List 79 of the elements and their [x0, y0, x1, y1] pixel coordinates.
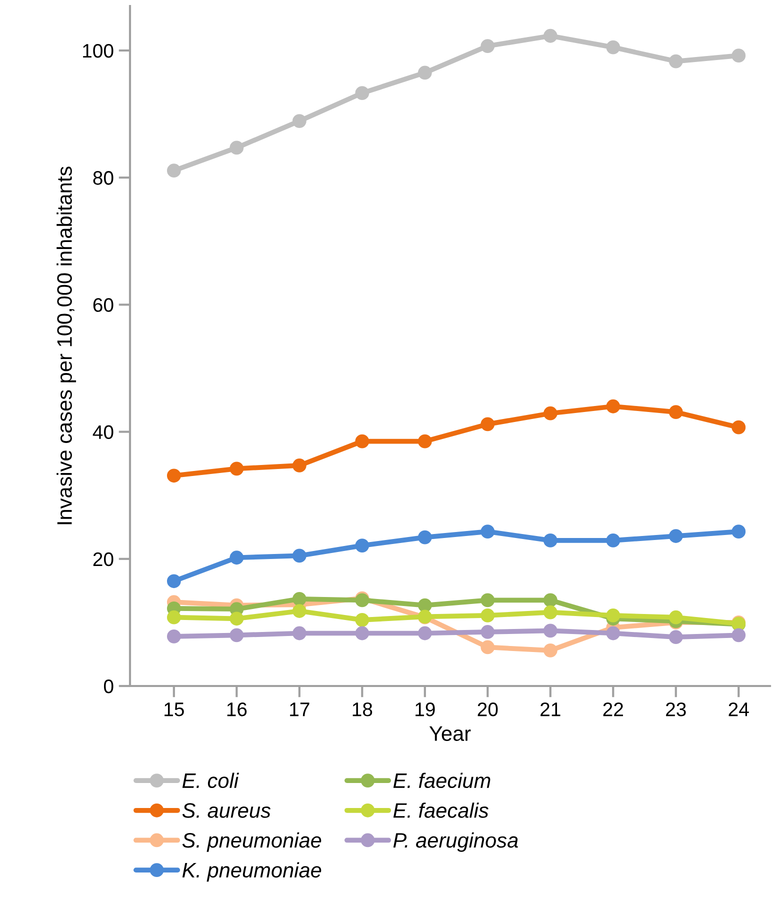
y-tick-label: 40	[92, 425, 114, 440]
point	[480, 524, 495, 539]
y-tick-label: 0	[104, 679, 114, 694]
legend-label: E. faecium	[393, 772, 490, 788]
point	[230, 462, 244, 476]
point	[543, 406, 558, 420]
point	[606, 534, 620, 548]
point	[543, 28, 558, 43]
point	[230, 140, 244, 155]
point	[166, 468, 181, 483]
y-tick-label: 60	[93, 298, 114, 312]
point	[418, 434, 432, 448]
point	[166, 164, 181, 178]
legend-label: K. pneumoniae	[182, 862, 322, 882]
point	[418, 598, 432, 612]
point	[732, 524, 746, 539]
legend-label: S. pneumoniae	[182, 832, 322, 852]
x-tick-label: 16	[227, 702, 247, 716]
point	[732, 48, 746, 63]
x-axis-title: Year	[429, 726, 471, 741]
point	[543, 593, 558, 608]
y-axis-title: Invasive cases per 100,000 inhabitants	[56, 166, 76, 524]
legend-label: E. coli	[182, 772, 239, 788]
point	[668, 529, 683, 543]
point	[480, 39, 495, 53]
point	[166, 574, 181, 588]
x-tick-label: 24	[728, 702, 749, 716]
point	[355, 538, 370, 552]
point	[230, 628, 244, 642]
point	[543, 534, 558, 548]
point	[418, 626, 432, 640]
point	[668, 630, 683, 644]
point	[732, 628, 746, 642]
x-tick-label: 20	[478, 702, 498, 716]
y-tick-label: 100	[83, 44, 114, 58]
point	[355, 434, 370, 448]
point	[292, 592, 306, 606]
x-tick-label: 17	[290, 702, 310, 716]
point	[480, 625, 495, 639]
point	[543, 605, 558, 620]
point	[668, 405, 683, 420]
y-tick-label: 80	[93, 171, 114, 185]
point	[355, 86, 370, 100]
point	[292, 604, 306, 618]
point	[166, 629, 181, 644]
point	[292, 626, 306, 640]
point	[668, 54, 683, 68]
point	[355, 612, 370, 627]
point	[480, 608, 495, 622]
point	[606, 608, 620, 622]
point	[668, 610, 683, 624]
legend-label: E. faecalis	[393, 802, 488, 818]
point	[292, 458, 306, 472]
legend-label: S. aureus	[182, 803, 271, 818]
point	[606, 626, 620, 640]
point	[480, 640, 495, 654]
point	[230, 550, 244, 565]
point	[480, 417, 495, 432]
point	[166, 610, 181, 624]
point	[732, 420, 746, 434]
x-tick-label: 21	[540, 702, 560, 716]
point	[230, 612, 244, 626]
point	[543, 624, 558, 638]
point	[292, 114, 306, 128]
point	[292, 548, 306, 563]
point	[606, 399, 620, 414]
x-tick-label: 18	[352, 702, 372, 716]
x-tick-label: 23	[666, 702, 686, 716]
y-tick-label: 20	[93, 552, 114, 566]
point	[355, 626, 370, 640]
point	[480, 593, 495, 608]
point	[418, 66, 432, 80]
x-tick-label: 22	[603, 702, 623, 716]
point	[418, 530, 432, 544]
point	[543, 643, 558, 658]
point	[606, 40, 620, 54]
legend-label: P. aeruginosa	[393, 832, 518, 852]
x-tick-label: 15	[164, 702, 184, 716]
x-tick-label: 19	[416, 702, 435, 716]
